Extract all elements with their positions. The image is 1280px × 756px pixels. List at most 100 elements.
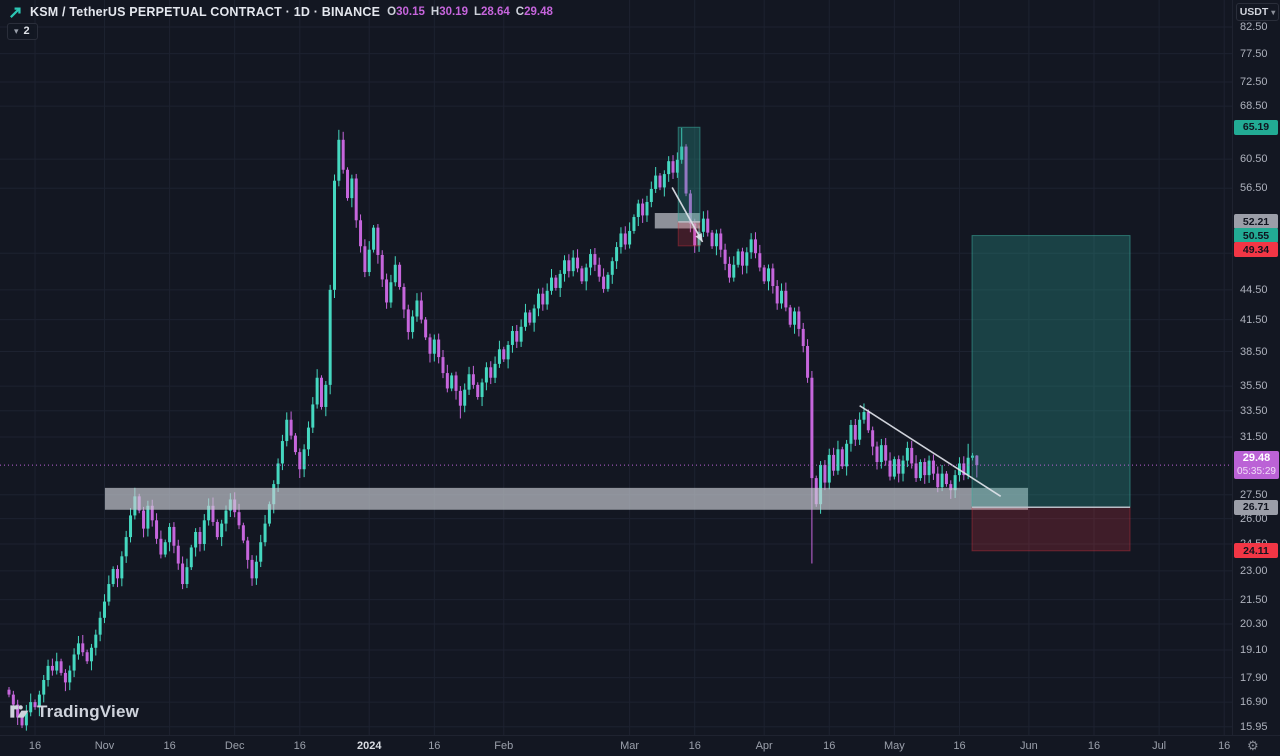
candle	[723, 249, 727, 264]
candle	[319, 377, 323, 407]
tradingview-logo-icon[interactable]	[8, 5, 23, 20]
candle	[380, 254, 384, 280]
price-tick: 26.00	[1240, 512, 1268, 525]
price-axis[interactable]: 82.5077.5072.5068.5060.5056.5048.5044.50…	[1232, 0, 1280, 735]
candle	[845, 443, 849, 467]
candle	[931, 460, 935, 474]
candle	[515, 331, 519, 342]
entry-price-label: 26.71	[1234, 499, 1278, 515]
candle	[129, 515, 133, 538]
march-long-position-loss-box	[677, 221, 701, 247]
candle	[810, 377, 814, 479]
candle	[732, 264, 736, 278]
candle	[936, 473, 940, 488]
candle	[823, 464, 827, 483]
candle	[389, 282, 393, 303]
candle	[684, 146, 688, 194]
candle	[693, 223, 697, 246]
candle	[871, 430, 875, 447]
target-price-label: 65.19	[1234, 119, 1278, 135]
candle	[476, 384, 480, 397]
time-axis[interactable]: ⚙ 16 Nov 16 Dec 16 2024 16 Feb Mar 16 Apr 16 May 16 Ju…	[0, 735, 1280, 756]
candle	[276, 463, 280, 485]
candle	[858, 419, 862, 440]
chevron-down-icon: ▾	[14, 25, 19, 36]
stop-price-label: 49.34	[1234, 242, 1278, 258]
candle	[910, 447, 914, 464]
price-tick: 82.50	[1240, 21, 1268, 33]
bar-countdown: 05:35:29	[1237, 466, 1276, 478]
price-tick: 68.50	[1240, 100, 1268, 113]
candle	[324, 384, 328, 407]
candle	[254, 561, 258, 579]
candle	[671, 161, 675, 173]
price-tick: 27.50	[1240, 488, 1268, 501]
open-value: 30.15	[396, 6, 425, 18]
candle	[840, 449, 844, 467]
candle	[736, 251, 740, 265]
candle	[142, 510, 146, 529]
price-tick: 19.10	[1240, 643, 1268, 656]
time-tick: Nov	[94, 740, 115, 752]
candle	[385, 279, 389, 303]
candle	[359, 220, 363, 247]
candle	[584, 267, 588, 282]
candle	[411, 316, 415, 333]
symbol-toolbar: KSM / TetherUS PERPETUAL CONTRACT · 1D ·…	[8, 3, 553, 21]
candle	[29, 702, 33, 713]
candle	[593, 254, 597, 265]
gear-icon[interactable]: ⚙	[1247, 738, 1259, 753]
time-tick: 16	[163, 740, 176, 752]
candle	[120, 556, 124, 579]
candle	[654, 175, 658, 189]
time-tick: 16	[293, 740, 306, 752]
candle	[159, 538, 163, 555]
target-price-label: 50.55	[1234, 228, 1278, 244]
candle	[827, 454, 831, 483]
candle	[146, 505, 150, 529]
candle	[749, 239, 753, 253]
candle	[545, 290, 549, 305]
ohlc-readout: O30.15 H30.19 L28.64 C29.48	[387, 6, 553, 18]
candle	[675, 159, 679, 173]
candle	[333, 180, 336, 290]
low-label: L	[473, 6, 481, 18]
candle	[571, 257, 575, 272]
symbol-title[interactable]: KSM / TetherUS PERPETUAL CONTRACT · 1D ·…	[30, 5, 381, 19]
candle	[554, 277, 558, 288]
candle	[497, 349, 501, 364]
time-tick: 16	[953, 740, 966, 752]
time-tick: 16	[28, 740, 42, 752]
candle	[753, 239, 757, 254]
currency-selector[interactable]: USDT ▾	[1236, 3, 1279, 21]
candle	[550, 277, 553, 291]
candle	[428, 337, 432, 354]
candle	[350, 178, 354, 199]
candle	[46, 665, 50, 681]
candle	[59, 661, 63, 673]
candle	[94, 634, 98, 648]
candle	[797, 311, 801, 329]
candle	[311, 404, 315, 428]
candle	[441, 357, 445, 374]
candle	[398, 264, 402, 287]
candle	[888, 460, 892, 477]
candle	[615, 247, 619, 262]
low-value: 28.64	[481, 6, 510, 18]
tradingview-watermark[interactable]: TradingView	[9, 701, 139, 722]
price-tick: 35.50	[1240, 380, 1268, 393]
candle	[632, 217, 636, 231]
price-tick: 33.50	[1240, 404, 1268, 417]
candle	[85, 652, 89, 662]
time-tick: 2024	[356, 740, 382, 752]
last-price-value: 29.48	[1242, 452, 1271, 465]
objects-tree-toggle-button[interactable]: ▾ 2	[7, 23, 38, 40]
chevron-down-icon: ▾	[1271, 7, 1276, 17]
time-tick: 16	[1087, 740, 1101, 752]
candle	[33, 702, 37, 708]
price-tick: 20.30	[1240, 618, 1268, 631]
candle	[897, 459, 901, 474]
candle	[107, 584, 111, 602]
chart-canvas[interactable]	[0, 0, 1232, 735]
candle	[406, 309, 410, 333]
